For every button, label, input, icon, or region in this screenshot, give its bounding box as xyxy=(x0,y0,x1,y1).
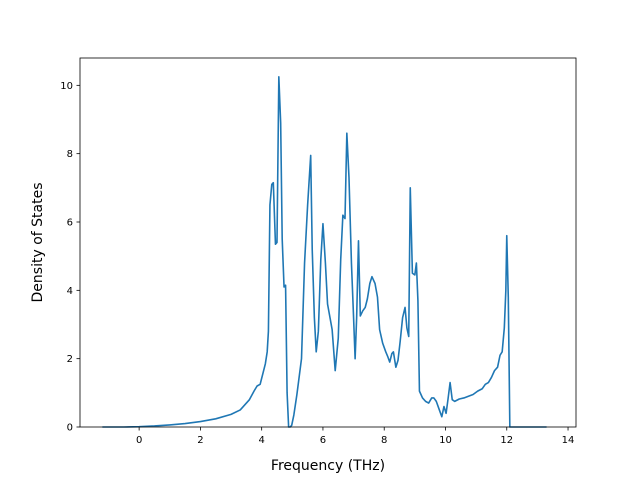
x-tick-label: 0 xyxy=(136,435,142,446)
y-axis-ticks: 0 2 4 6 8 10 xyxy=(60,81,80,434)
dos-series-line xyxy=(102,75,547,428)
y-tick-label: 0 xyxy=(67,423,73,434)
x-axis-label: Frequency (THz) xyxy=(271,458,385,474)
y-axis-label: Density of States xyxy=(30,183,46,303)
x-tick-label: 12 xyxy=(500,435,513,446)
x-tick-label: 8 xyxy=(381,435,387,446)
y-tick-label: 10 xyxy=(60,81,73,92)
x-tick-label: 2 xyxy=(197,435,203,446)
y-tick-label: 6 xyxy=(67,218,73,229)
x-tick-label: 10 xyxy=(439,435,452,446)
y-tick-label: 2 xyxy=(67,354,73,365)
y-tick-label: 4 xyxy=(67,286,73,297)
y-tick-label: 8 xyxy=(67,149,73,160)
x-tick-label: 14 xyxy=(562,435,575,446)
x-tick-label: 6 xyxy=(320,435,326,446)
plot-frame xyxy=(79,57,577,428)
x-axis-ticks: 0 2 4 6 8 10 12 14 xyxy=(136,427,574,446)
x-tick-label: 4 xyxy=(258,435,264,446)
